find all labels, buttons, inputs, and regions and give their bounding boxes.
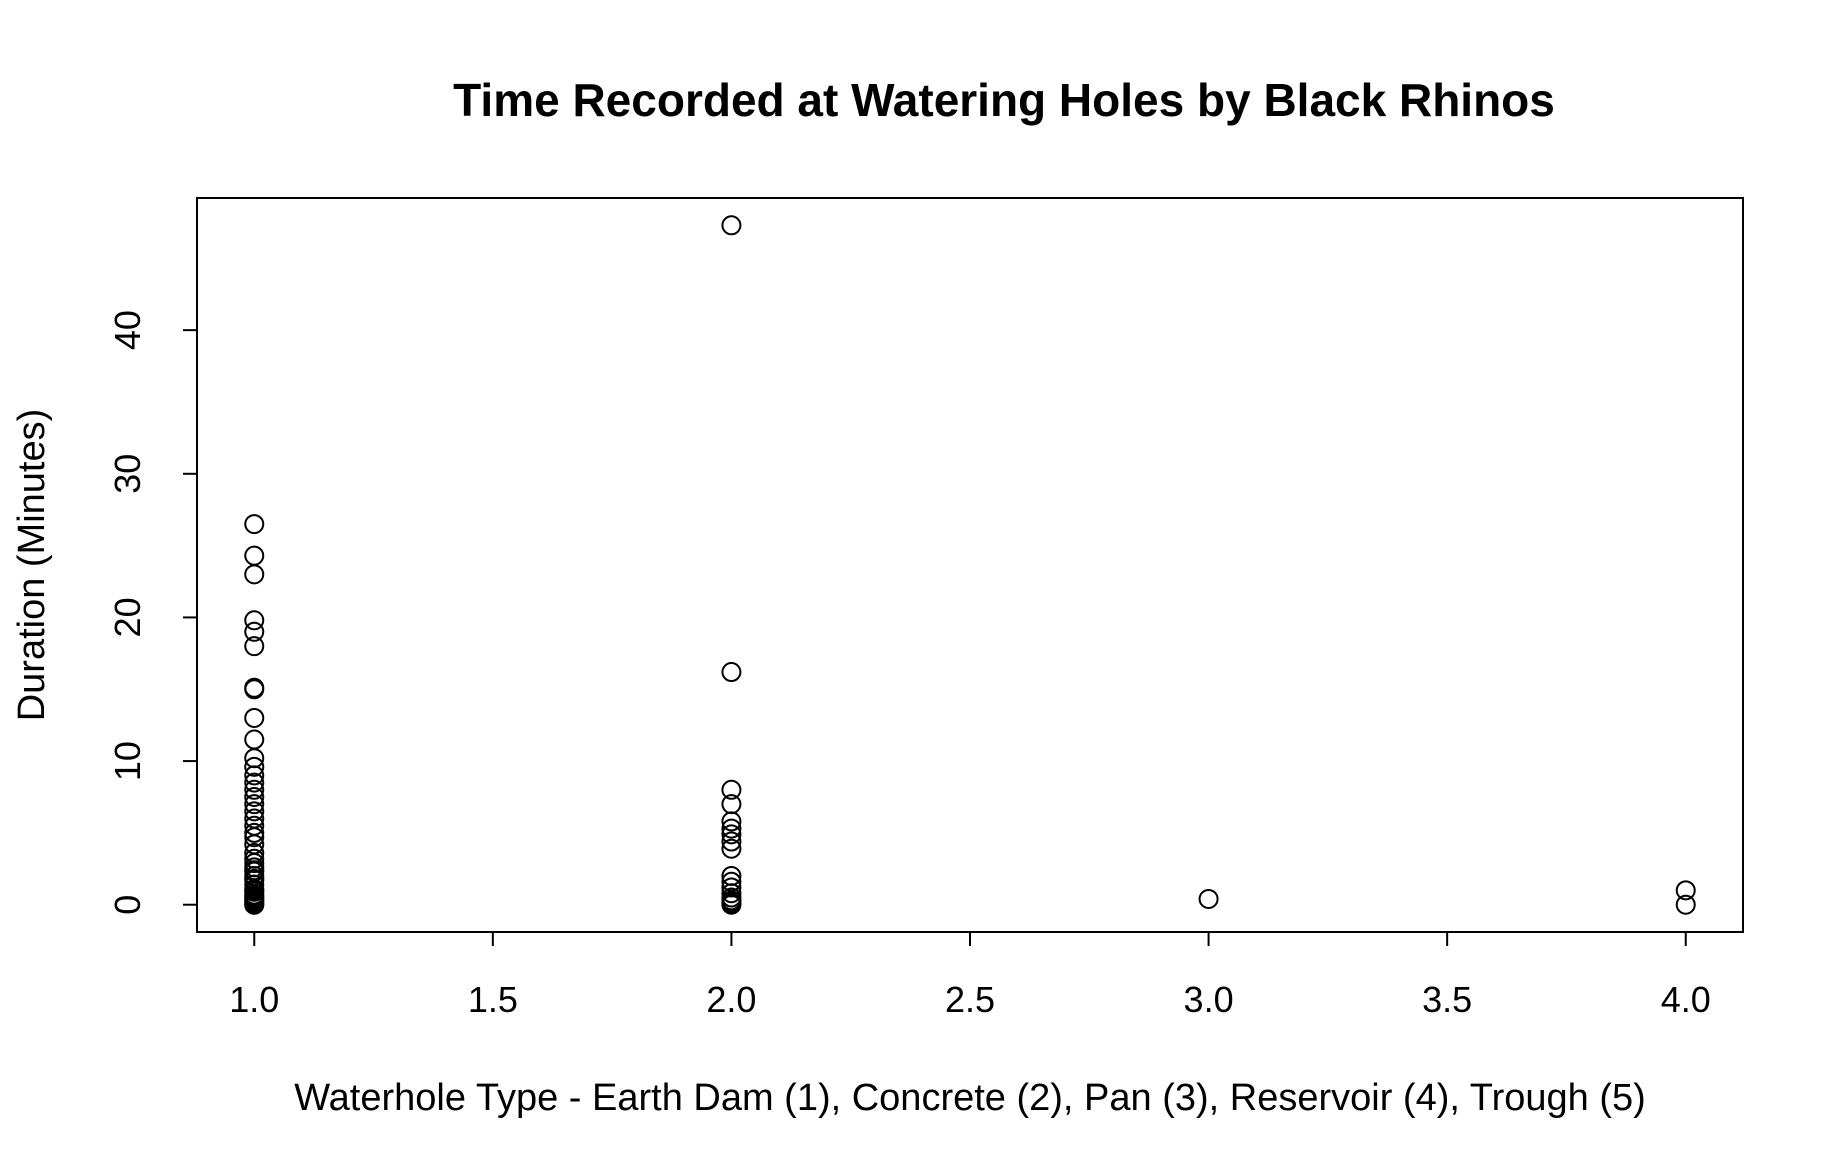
data-point [244, 786, 265, 807]
x-tick-label: 3.5 [1422, 979, 1472, 1020]
x-tick-label: 4.0 [1661, 979, 1711, 1020]
y-axis-label: Duration (Minutes) [11, 409, 53, 722]
data-point [721, 818, 742, 839]
data-point [244, 860, 265, 881]
data-point [721, 831, 742, 852]
y-tick-label: 40 [107, 310, 148, 350]
data-point [244, 756, 265, 777]
x-axis-label: Waterhole Type - Earth Dam (1), Concrete… [294, 1077, 1646, 1119]
x-tick-label: 2.5 [945, 979, 995, 1020]
data-point [244, 880, 265, 901]
data-point [244, 801, 265, 822]
data-point [244, 564, 265, 585]
data-point [244, 636, 265, 657]
data-point [244, 779, 265, 800]
data-point [244, 794, 265, 815]
y-tick-label: 30 [107, 454, 148, 494]
x-tick-label: 1.5 [468, 979, 518, 1020]
data-point [244, 729, 265, 750]
data-point [721, 215, 742, 236]
data-point [1198, 888, 1219, 909]
x-axis: 1.0 1.5 2.0 2.5 3.0 3.5 4.0 [229, 931, 1711, 1020]
y-tick-label: 10 [107, 741, 148, 781]
data-point [244, 621, 265, 642]
y-axis: 0 10 20 30 40 [107, 310, 198, 915]
data-point [244, 827, 265, 848]
data-point [244, 765, 265, 786]
x-tick-label: 3.0 [1184, 979, 1234, 1020]
data-point [244, 772, 265, 793]
data-point [244, 894, 265, 915]
plot-frame [196, 197, 1744, 933]
data-point [244, 514, 265, 535]
x-tick-label: 1.0 [229, 979, 279, 1020]
data-point [721, 811, 742, 832]
data-point [244, 707, 265, 728]
data-point [721, 824, 742, 845]
y-tick-label: 20 [107, 597, 148, 637]
data-point [721, 894, 742, 915]
data-point [244, 545, 265, 566]
data-point [1675, 880, 1696, 901]
data-point [721, 662, 742, 683]
x-tick-label: 2.0 [706, 979, 756, 1020]
data-point [244, 679, 265, 700]
data-points [244, 215, 1696, 915]
data-point [1675, 894, 1696, 915]
data-point [244, 610, 265, 631]
y-tick-label: 0 [107, 895, 148, 915]
data-point [721, 779, 742, 800]
data-point [244, 886, 265, 907]
data-point [721, 838, 742, 859]
chart-title: Time Recorded at Watering Holes by Black… [453, 74, 1555, 126]
